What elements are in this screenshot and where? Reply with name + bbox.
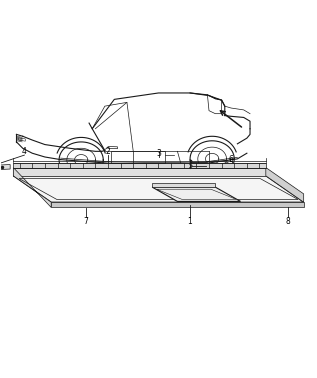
Text: 2: 2: [106, 147, 110, 156]
Polygon shape: [0, 164, 10, 170]
Polygon shape: [152, 183, 215, 187]
Polygon shape: [13, 163, 266, 167]
Polygon shape: [51, 202, 304, 208]
Text: 1: 1: [188, 217, 192, 226]
Polygon shape: [13, 167, 266, 176]
Polygon shape: [13, 167, 51, 208]
Polygon shape: [152, 187, 241, 201]
Text: 3: 3: [156, 149, 161, 158]
Polygon shape: [266, 167, 304, 202]
Text: 8: 8: [286, 217, 290, 226]
Text: 6: 6: [229, 155, 234, 164]
Text: 4: 4: [22, 147, 27, 156]
Text: 5: 5: [229, 159, 234, 168]
Polygon shape: [13, 176, 304, 202]
Text: 7: 7: [83, 217, 88, 226]
